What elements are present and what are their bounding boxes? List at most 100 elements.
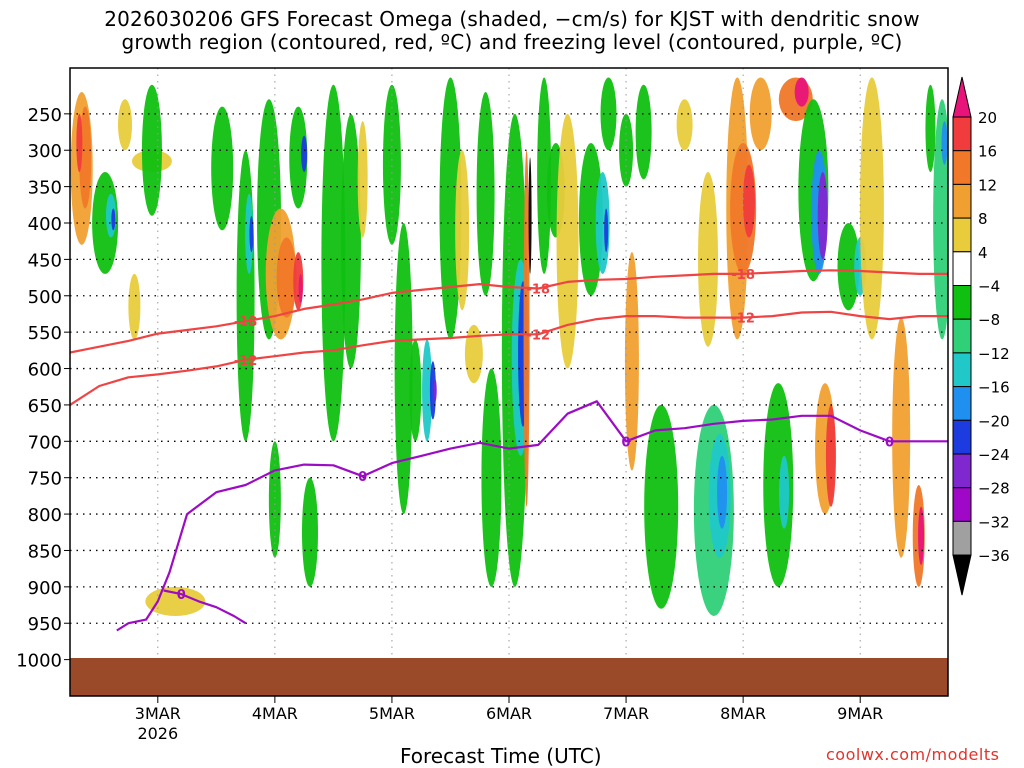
omega-cell	[556, 113, 579, 369]
y-tick-label: 750	[28, 469, 62, 490]
omega-cell	[118, 99, 133, 151]
colorbar-tick-label: −20	[978, 412, 1010, 430]
colorbar-swatch	[952, 217, 972, 253]
x-tick-label: 9MAR	[837, 704, 883, 723]
y-tick-label: 650	[28, 396, 62, 417]
y-tick-label: 1000	[16, 651, 62, 672]
colorbar-swatch	[952, 352, 972, 388]
omega-cell	[742, 164, 755, 238]
omega-cell	[925, 84, 936, 173]
omega-cell	[298, 273, 303, 304]
contour-label: -18	[731, 268, 755, 283]
contour-label: 0	[177, 588, 186, 603]
omega-cell	[644, 404, 679, 609]
contour-label: -12	[731, 312, 755, 327]
colorbar-tick-label: −36	[978, 547, 1010, 565]
omega-cell	[340, 113, 361, 369]
y-tick-label: 700	[28, 432, 62, 453]
colorbar-swatch	[952, 285, 972, 320]
y-tick-label: 300	[28, 141, 62, 162]
grid-lines	[70, 68, 948, 696]
colorbar-swatch	[952, 116, 972, 152]
omega-cell	[619, 113, 634, 187]
contour-label: 0	[358, 470, 367, 485]
site-credit: coolwx.com/modelts	[826, 745, 1000, 764]
colorbar-tick-label: −8	[978, 311, 1000, 329]
omega-cell	[825, 404, 836, 507]
omega-cell	[245, 193, 254, 274]
terrain-ground	[70, 658, 948, 696]
colorbar-tick-label: 12	[978, 176, 997, 194]
contour-label: -12	[234, 354, 258, 369]
x-tick-label: 3MAR	[135, 704, 181, 723]
x-tick-label: 7MAR	[603, 704, 649, 723]
omega-cell	[289, 106, 308, 209]
colorbar-tick-label: 8	[978, 210, 988, 228]
omega-cell	[111, 208, 116, 231]
omega-cell	[749, 77, 772, 151]
omega-cell	[476, 92, 495, 296]
contour-label: -18	[234, 315, 258, 330]
y-tick-label: 550	[28, 323, 62, 344]
contour-label: 0	[622, 435, 631, 450]
colorbar-swatch	[952, 251, 972, 287]
colorbar-tick-label: −16	[978, 379, 1010, 397]
omega-cell	[624, 252, 639, 471]
omega-cell	[439, 77, 462, 340]
omega-cell	[604, 208, 609, 253]
y-tick-label: 400	[28, 214, 62, 235]
omega-cell	[578, 142, 603, 296]
colorbar-swatch	[952, 520, 972, 556]
omega-cell	[779, 455, 790, 529]
omega-cell	[676, 99, 693, 151]
omega-cell	[141, 84, 162, 216]
x-tick-label: 6MAR	[486, 704, 532, 723]
y-tick-label: 450	[28, 250, 62, 271]
colorbar-swatch	[952, 150, 972, 185]
colorbar-swatch	[952, 386, 972, 421]
omega-cell	[635, 84, 652, 180]
omega-cell	[859, 77, 884, 340]
x-axis: 3MAR 4MAR 5MAR 6MAR 7MAR 8MAR 9MAR 2026	[135, 696, 883, 743]
x-tick-label: 8MAR	[720, 704, 766, 723]
colorbar-top-arrow	[952, 76, 972, 118]
colorbar-tick-label: 16	[978, 143, 997, 161]
y-axis: 250 300 350 400 450 500 550 600 650 700 750 800 850 9…	[16, 105, 70, 672]
colorbar-swatch	[952, 183, 972, 219]
omega-cell	[537, 77, 552, 274]
x-axis-label: Forecast Time (UTC)	[400, 744, 602, 768]
x-tick-label: 4MAR	[252, 704, 298, 723]
omega-cell	[455, 150, 470, 311]
contours: -12 -12 -12 -18 -18 -18 0 0 0 0	[70, 268, 948, 632]
omega-cell	[433, 379, 437, 402]
omega-cell	[276, 237, 297, 318]
omega-cell	[892, 317, 911, 558]
omega-cell	[763, 383, 794, 587]
colorbar-tick-label: −28	[978, 480, 1010, 498]
omega-cell	[301, 135, 308, 173]
omega-cell	[76, 113, 83, 173]
omega-cell	[794, 77, 809, 107]
contour-freezing_level	[116, 400, 948, 632]
contour-dgz_minus12	[70, 310, 948, 406]
x-tick-label: 5MAR	[369, 704, 415, 723]
omega-cell	[357, 121, 368, 238]
contour-label: 0	[885, 435, 894, 450]
omega-cell	[211, 106, 234, 231]
colorbar-tick-label: 20	[978, 109, 997, 127]
omega-cell	[422, 339, 433, 442]
colorbar-swatch	[952, 318, 972, 354]
contour-dgz_minus18	[70, 269, 948, 354]
colorbar-bottom-arrow	[952, 554, 972, 596]
omega-cell	[79, 106, 92, 209]
omega-cell	[409, 339, 422, 442]
omega-cell	[523, 150, 530, 507]
omega-cell	[481, 368, 502, 587]
omega-cell	[941, 121, 948, 165]
omega-cell	[918, 506, 925, 566]
omega-cell	[249, 215, 254, 253]
contour-label: -12	[527, 328, 551, 343]
y-tick-label: 350	[28, 178, 62, 199]
y-tick-label: 800	[28, 505, 62, 526]
omega-cell	[528, 157, 532, 274]
